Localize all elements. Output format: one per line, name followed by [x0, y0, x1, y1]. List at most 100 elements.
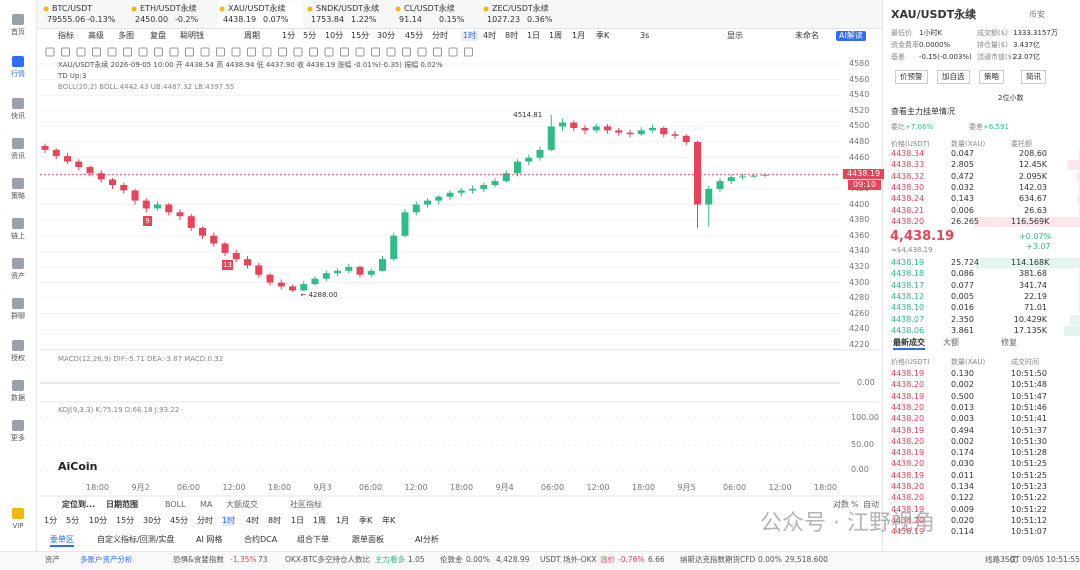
period-option[interactable]: 8时 — [268, 516, 282, 525]
ticker-name[interactable]: ZEC/USDT永续 — [492, 4, 549, 13]
toolbar-item[interactable]: 15分 — [351, 31, 370, 40]
toolbar-item[interactable]: 指标 — [58, 31, 74, 40]
chart-option[interactable]: % — [851, 500, 859, 509]
nav-item[interactable]: 行情 — [11, 70, 25, 78]
status-item: 4,428.99 — [496, 555, 530, 564]
period-option[interactable]: 5分 — [66, 516, 80, 525]
trade-tab[interactable]: 修复 — [1001, 338, 1017, 347]
panel-button[interactable]: 简讯 — [1021, 70, 1046, 84]
trade-tab[interactable]: 大额 — [943, 338, 959, 347]
period-option[interactable]: 1分 — [44, 516, 58, 525]
toolbar-item[interactable]: 显示 — [727, 31, 743, 40]
chart-option[interactable]: 大额成交 — [226, 500, 258, 509]
draw-tool — [309, 47, 318, 57]
nav-item[interactable]: VIP — [12, 522, 24, 530]
depth-title[interactable]: 查看主力挂单情况 — [891, 107, 955, 116]
toolbar-item[interactable]: 3s — [640, 31, 650, 40]
toolbar-item[interactable]: AI解读 — [836, 31, 866, 41]
toolbar-item[interactable]: 5分 — [303, 31, 317, 40]
nav-icon — [12, 380, 24, 391]
trade-cell: 4438.20 — [891, 402, 925, 412]
chart-option[interactable]: 社区指标 — [290, 500, 322, 509]
toolbar-item[interactable]: 多图 — [118, 31, 134, 40]
toolbar-item[interactable]: 复盘 — [150, 31, 166, 40]
panel-button[interactable]: 价预警 — [895, 70, 928, 84]
trade-cell: 10:51:07 — [1011, 527, 1047, 537]
book-qty: 0.016 — [951, 303, 974, 313]
ticker-name[interactable]: CL/USDT永续 — [404, 4, 455, 13]
toolbar-item[interactable]: 8时 — [505, 31, 519, 40]
panel-button[interactable]: 加自选 — [937, 70, 970, 84]
chart-option[interactable]: MA — [200, 500, 213, 509]
decimals-select[interactable]: 2位小数 — [998, 94, 1024, 102]
depth-bar — [1078, 182, 1080, 193]
chart-option[interactable]: 对数 — [833, 500, 849, 509]
period-option[interactable]: 年K — [382, 516, 396, 525]
ticker-name[interactable]: XAU/USDT永续 — [228, 4, 286, 13]
trade-tab[interactable]: 最新成交 — [893, 338, 925, 350]
nav-item[interactable]: 群聊 — [11, 312, 25, 320]
period-option[interactable]: 4时 — [246, 516, 260, 525]
draw-tool — [324, 47, 334, 57]
status-item: SGT 09/05 10:51:55 — [1005, 555, 1080, 564]
toolbar-item[interactable]: 45分 — [405, 31, 424, 40]
nav-icon — [12, 298, 24, 309]
toolbar-item[interactable]: 高级 — [88, 31, 104, 40]
nav-item[interactable]: 资讯 — [11, 152, 25, 160]
chart-option[interactable]: 日期范围 — [106, 500, 138, 509]
bottom-tab[interactable]: 跟单面板 — [352, 535, 384, 544]
period-option[interactable]: 分时 — [197, 516, 213, 525]
toolbar-item[interactable]: 4时 — [483, 31, 497, 40]
chart-option[interactable]: 自动 — [863, 500, 879, 509]
period-option[interactable]: 1日 — [291, 516, 305, 525]
ticker-name[interactable]: SNDK/USDT永续 — [316, 4, 380, 13]
nav-item[interactable]: 授权 — [11, 354, 25, 362]
y-tick-label: 4500 — [849, 121, 870, 131]
book-price: 4438.24 — [891, 194, 925, 204]
toolbar-item[interactable]: 季K — [596, 31, 610, 40]
stat: 0.0000% — [919, 41, 951, 49]
toolbar-item[interactable]: 1时 — [461, 31, 479, 41]
period-option[interactable]: 45分 — [170, 516, 189, 525]
trade-cell: 10:51:30 — [1011, 436, 1047, 446]
toolbar-item[interactable]: 1周 — [549, 31, 563, 40]
status-item: -1.35% — [230, 555, 257, 564]
bottom-tab[interactable]: 委单区 — [50, 535, 74, 547]
stat: 资金费率 — [891, 41, 919, 49]
stat: -0.15(-0.003%) — [919, 53, 972, 61]
toolbar-item[interactable]: 1日 — [527, 31, 541, 40]
period-option[interactable]: 1周 — [313, 516, 327, 525]
toolbar-item[interactable]: 分时 — [432, 31, 448, 40]
toolbar-item[interactable]: 未命名 — [795, 31, 819, 40]
period-option[interactable]: 10分 — [89, 516, 108, 525]
nav-item[interactable]: 链上 — [11, 232, 25, 240]
period-option[interactable]: 30分 — [143, 516, 162, 525]
nav-item[interactable]: 数据 — [11, 394, 25, 402]
toolbar-item[interactable]: 10分 — [325, 31, 344, 40]
toolbar-item[interactable]: 1分 — [282, 31, 296, 40]
nav-item[interactable]: 更多 — [11, 434, 25, 442]
candle-body — [502, 173, 510, 182]
ticker-name[interactable]: ETH/USDT永续 — [140, 4, 197, 13]
nav-item[interactable]: 快讯 — [11, 112, 25, 120]
chart-option[interactable]: 定位到... — [62, 500, 96, 509]
bottom-tab[interactable]: AI分析 — [415, 535, 439, 544]
chart-option[interactable]: BOLL — [165, 500, 186, 509]
nav-item[interactable]: 资产 — [11, 272, 25, 280]
panel-button[interactable]: 策略 — [979, 70, 1004, 84]
period-option[interactable]: 1时 — [222, 516, 236, 526]
period-option[interactable]: 1月 — [336, 516, 350, 525]
ticker-name[interactable]: BTC/USDT — [52, 4, 93, 13]
toolbar-item[interactable]: 聪明钱 — [180, 31, 204, 40]
toolbar-item[interactable]: 周期 — [244, 31, 260, 40]
bottom-tab[interactable]: 自定义指标/回测/实盘 — [97, 535, 175, 544]
toolbar-item[interactable]: 30分 — [377, 31, 396, 40]
nav-item[interactable]: 首页 — [11, 28, 25, 36]
period-option[interactable]: 季K — [359, 516, 373, 525]
bottom-tab[interactable]: AI 网格 — [196, 535, 223, 544]
toolbar-item[interactable]: 1月 — [572, 31, 586, 40]
period-option[interactable]: 15分 — [116, 516, 135, 525]
nav-item[interactable]: 策略 — [11, 192, 25, 200]
bottom-tab[interactable]: 合约DCA — [244, 535, 278, 544]
bottom-tab[interactable]: 组合下单 — [297, 535, 329, 544]
